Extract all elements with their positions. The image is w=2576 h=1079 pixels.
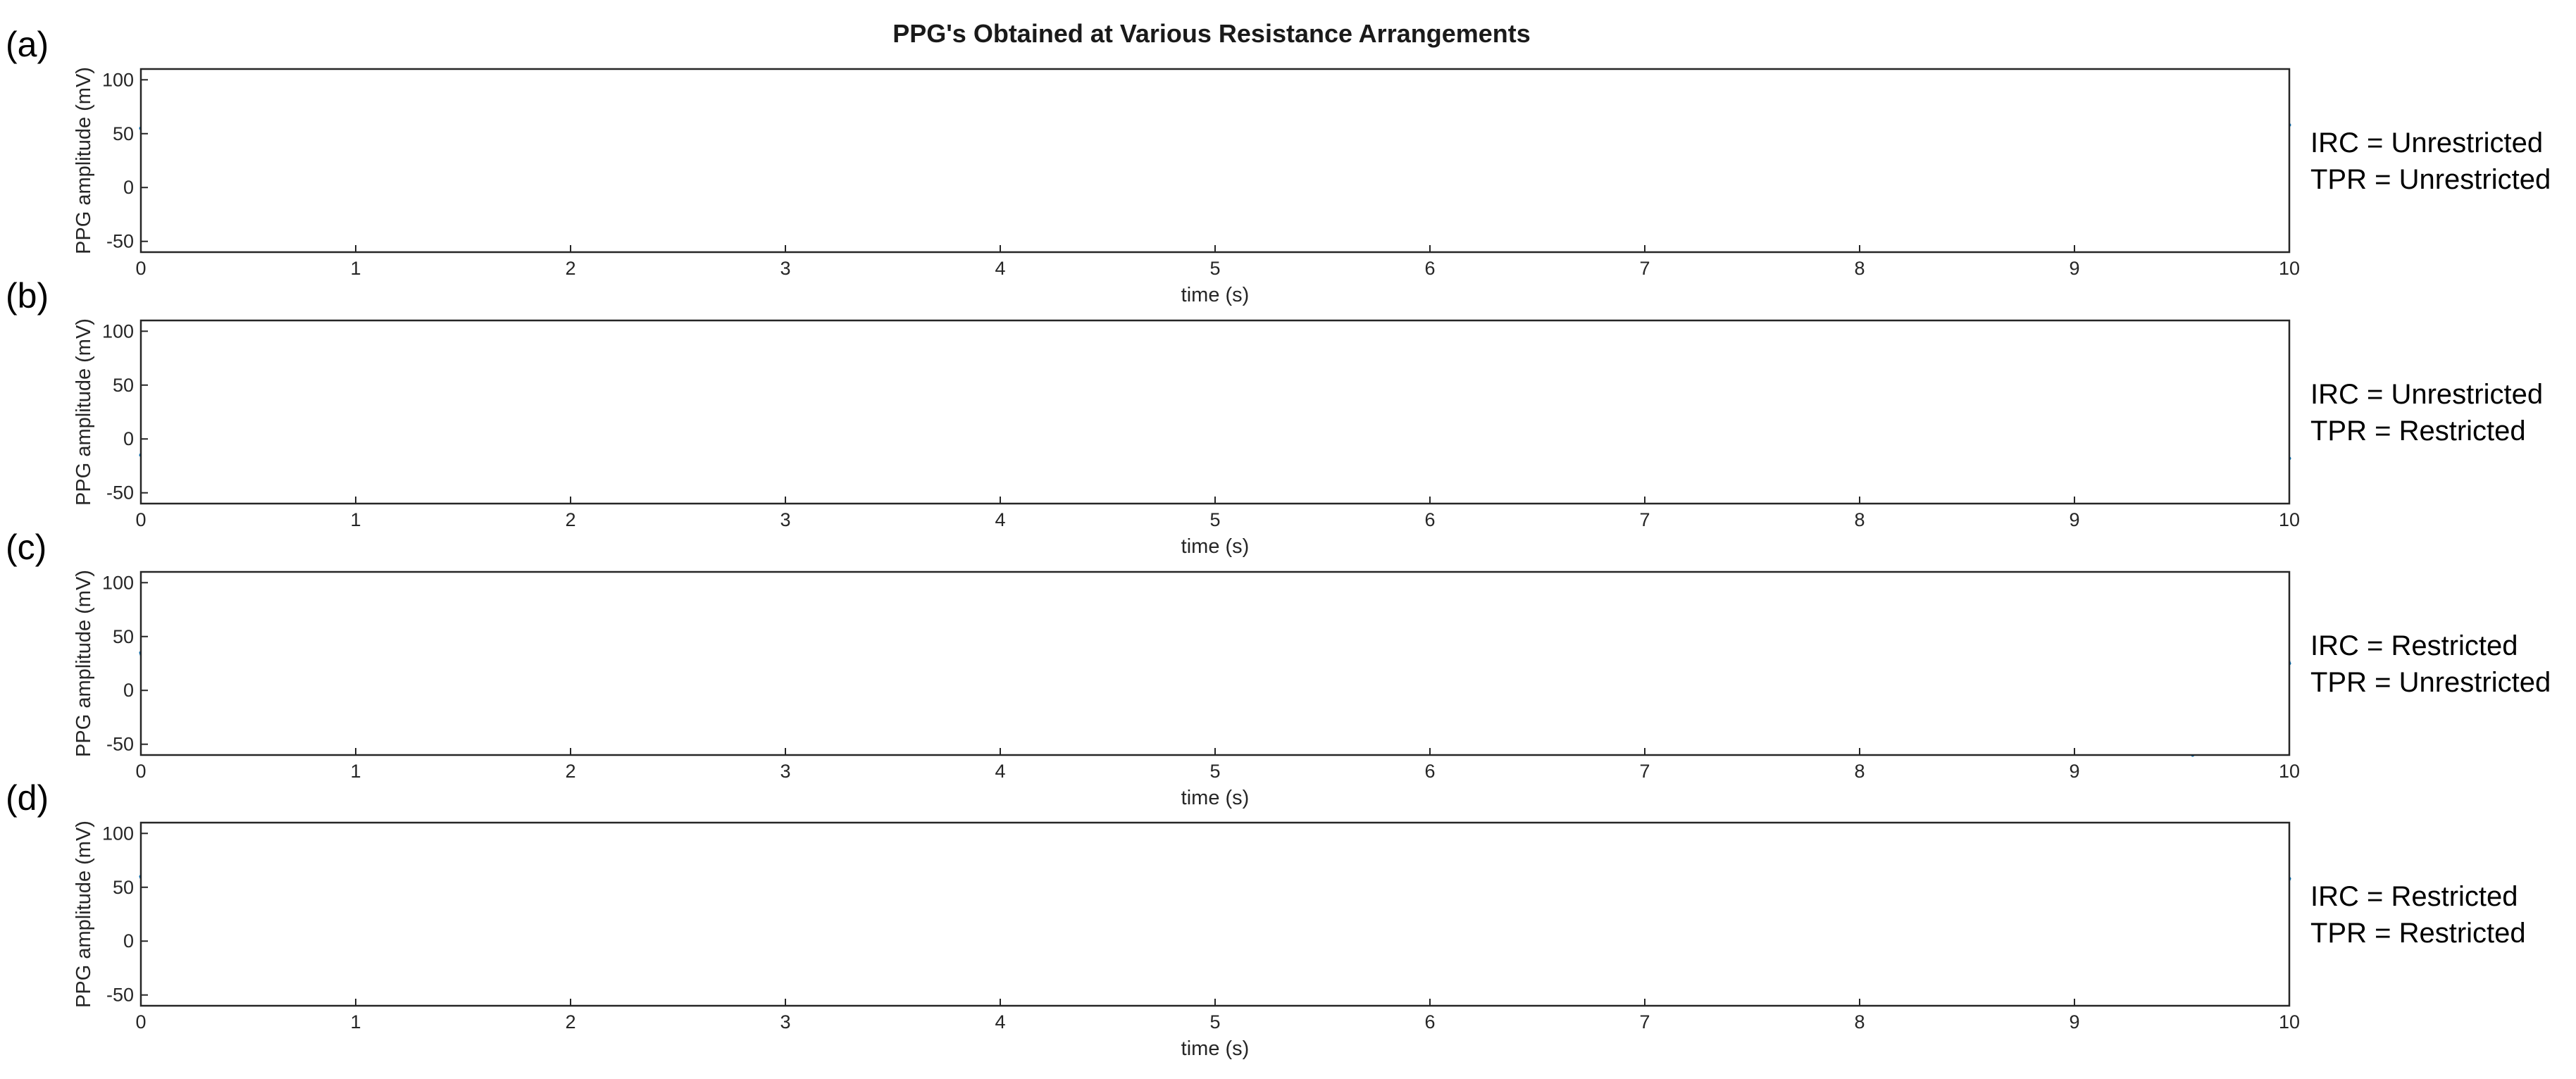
x-tick-label: 8 <box>1854 761 1865 782</box>
x-tick-label: 1 <box>350 761 361 782</box>
x-tick-label: 5 <box>1209 1011 1220 1033</box>
x-tick-label: 0 <box>135 258 146 279</box>
x-tick-label: 3 <box>780 1011 790 1033</box>
y-tick-label: 50 <box>113 375 134 396</box>
x-tick-label: 1 <box>350 258 361 279</box>
x-tick-label: 10 <box>2279 509 2300 530</box>
x-tick-label: 7 <box>1639 761 1650 782</box>
y-tick-label: 50 <box>113 877 134 898</box>
x-tick-label: 3 <box>780 761 790 782</box>
panel-label: (a) <box>6 25 49 64</box>
x-tick-label: 8 <box>1854 1011 1865 1033</box>
y-tick-label: 0 <box>123 177 134 198</box>
y-tick-label: 100 <box>102 572 134 593</box>
y-tick-label: 50 <box>113 626 134 647</box>
x-tick-label: 7 <box>1639 258 1650 279</box>
x-tick-label: 9 <box>2069 509 2079 530</box>
x-tick-label: 5 <box>1209 258 1220 279</box>
x-tick-label: 4 <box>995 258 1005 279</box>
axes-frame <box>139 319 2291 505</box>
tpr-condition-label: TPR = Restricted <box>2310 416 2526 447</box>
axes-frame <box>139 68 2291 254</box>
x-tick-label: 3 <box>780 509 790 530</box>
y-tick-label: 0 <box>123 930 134 952</box>
x-axis-label: time (s) <box>1181 787 1250 809</box>
x-tick-label: 6 <box>1424 509 1435 530</box>
panel-label: (d) <box>6 778 49 818</box>
x-tick-label: 10 <box>2279 761 2300 782</box>
y-tick-label: -50 <box>106 482 134 504</box>
irc-condition-label: IRC = Restricted <box>2310 881 2518 912</box>
irc-condition-label: IRC = Restricted <box>2310 630 2518 661</box>
x-axis-label: time (s) <box>1181 535 1250 558</box>
y-axis-label: PPG amplitude (mV) <box>73 570 95 757</box>
x-tick-label: 1 <box>350 1011 361 1033</box>
x-tick-label: 4 <box>995 509 1005 530</box>
axes-frame <box>139 570 2291 756</box>
panel-label: (c) <box>6 528 46 567</box>
x-tick-label: 0 <box>135 1011 146 1033</box>
x-tick-label: 3 <box>780 258 790 279</box>
irc-condition-label: IRC = Unrestricted <box>2310 379 2543 410</box>
y-tick-label: -50 <box>106 985 134 1006</box>
y-tick-label: -50 <box>106 231 134 252</box>
x-tick-label: 7 <box>1639 1011 1650 1033</box>
y-tick-label: 0 <box>123 680 134 701</box>
x-tick-label: 4 <box>995 1011 1005 1033</box>
y-axis-label: PPG amplitude (mV) <box>73 821 95 1008</box>
x-tick-label: 2 <box>565 1011 575 1033</box>
x-tick-label: 0 <box>135 509 146 530</box>
x-tick-label: 10 <box>2279 1011 2300 1033</box>
x-axis-label: time (s) <box>1181 284 1250 306</box>
x-tick-label: 2 <box>565 258 575 279</box>
y-tick-label: 0 <box>123 428 134 449</box>
x-tick-label: 7 <box>1639 509 1650 530</box>
x-tick-label: 8 <box>1854 509 1865 530</box>
x-tick-label: 0 <box>135 761 146 782</box>
tpr-condition-label: TPR = Unrestricted <box>2310 667 2551 698</box>
irc-condition-label: IRC = Unrestricted <box>2310 127 2543 158</box>
y-tick-label: 50 <box>113 123 134 144</box>
x-tick-label: 1 <box>350 509 361 530</box>
x-tick-label: 2 <box>565 509 575 530</box>
tpr-condition-label: TPR = Restricted <box>2310 918 2526 949</box>
x-axis-label: time (s) <box>1181 1037 1250 1060</box>
x-tick-label: 10 <box>2279 258 2300 279</box>
x-tick-label: 8 <box>1854 258 1865 279</box>
y-tick-label: 100 <box>102 823 134 844</box>
x-tick-label: 2 <box>565 761 575 782</box>
panel-label: (b) <box>6 276 49 316</box>
y-axis-label: PPG amplitude (mV) <box>73 67 95 254</box>
x-tick-label: 9 <box>2069 258 2079 279</box>
x-tick-label: 6 <box>1424 761 1435 782</box>
axes-frame <box>139 821 2291 1007</box>
x-tick-label: 5 <box>1209 509 1220 530</box>
y-tick-label: 100 <box>102 69 134 90</box>
x-tick-label: 6 <box>1424 258 1435 279</box>
y-tick-label: 100 <box>102 320 134 342</box>
y-tick-label: -50 <box>106 734 134 755</box>
x-tick-label: 6 <box>1424 1011 1435 1033</box>
x-tick-label: 5 <box>1209 761 1220 782</box>
x-tick-label: 9 <box>2069 761 2079 782</box>
x-tick-label: 9 <box>2069 1011 2079 1033</box>
tpr-condition-label: TPR = Unrestricted <box>2310 164 2551 195</box>
figure-title: PPG's Obtained at Various Resistance Arr… <box>892 19 1531 48</box>
y-axis-label: PPG amplitude (mV) <box>73 318 95 506</box>
x-tick-label: 4 <box>995 761 1005 782</box>
